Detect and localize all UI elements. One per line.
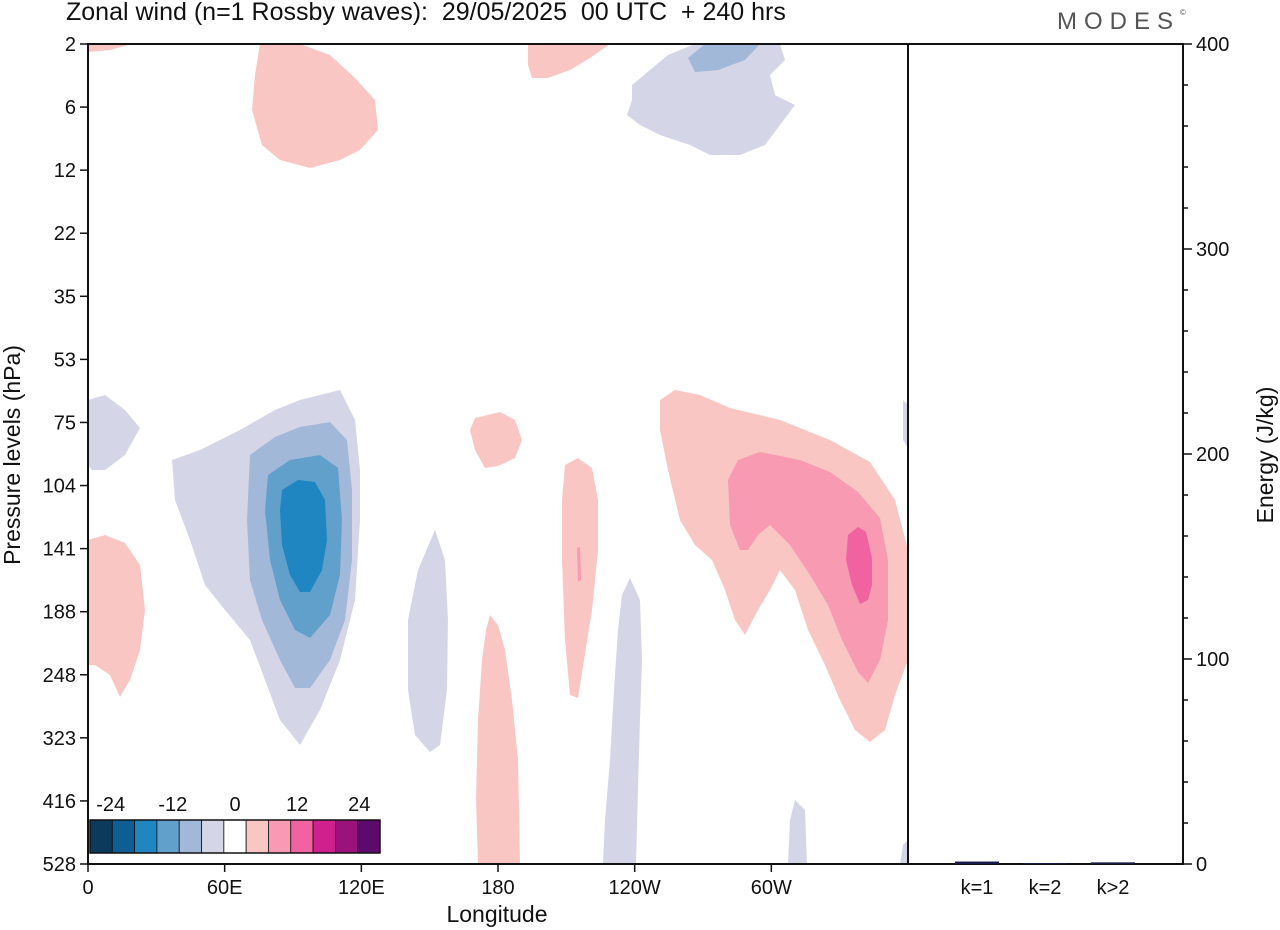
colorbar: -24 -12 0 12 24 [89,794,381,854]
longitude-axis: 0 60E 120E 180 120W 60W [82,864,792,899]
energy-bars [955,861,1135,864]
contour-pos-8-band [577,547,581,582]
energy-category-label: k=2 [1029,877,1062,899]
colorbar-label: 12 [286,794,308,816]
contour-pos-4-band [660,390,908,742]
y-tick-label: 22 [54,223,76,245]
colorbar-swatch [268,819,292,854]
energy-bar [1091,862,1135,864]
contour-neg-20-band [280,480,327,592]
colorbar-swatch [312,819,336,854]
x-tick-label: 120E [338,877,385,899]
colorbar-swatch [134,819,158,854]
y-axis-title: Pressure levels (hPa) [0,345,25,565]
colorbar-swatch [178,819,202,854]
logo-text: MODES [1057,8,1181,35]
y-tick-label: 2 [65,34,76,56]
x-tick-label: 120W [609,877,661,899]
y-tick-label: 188 [43,602,76,624]
energy-bar [955,861,999,864]
x-tick-label: 60W [751,877,792,899]
colorbar-labels: -24 -12 0 12 24 [96,794,370,816]
y-tick-label: 35 [54,286,76,308]
colorbar-border [89,819,381,854]
modes-logo: MODES© [1057,8,1186,36]
heatmap-plot [88,44,908,864]
colorbar-swatch [223,819,247,854]
energy-tick-label: 400 [1196,34,1229,56]
contour-pos-4-band [88,535,145,697]
energy-axis: 0 100 200 300 400 [1183,34,1229,876]
contour-neg-8-band [900,840,908,864]
colorbar-label: -12 [158,794,187,816]
contour-pos-4-band [470,412,522,468]
contour-pos-4-band [88,44,132,52]
colorbar-label: -24 [96,794,125,816]
x-tick-label: 60E [207,877,243,899]
y-tick-label: 104 [43,476,76,498]
energy-category-label: k=1 [961,877,994,899]
contour-pos-4-band [476,615,520,864]
colorbar-swatch [357,819,381,854]
contour-neg-8-band [408,530,448,752]
colorbar-swatch [245,819,269,854]
colorbar-swatches [89,819,381,854]
energy-tick-label: 300 [1196,239,1229,261]
y-tick-label: 75 [54,412,76,434]
energy-categories: k=1 k=2 k>2 [961,877,1130,899]
colorbar-swatch [156,819,180,854]
contour-pos-8-band [728,452,888,683]
contour-neg-8-band [627,44,795,155]
logo-mark: © [1180,8,1186,17]
y-tick-label: 416 [43,791,76,813]
chart-title: Zonal wind (n=1 Rossby waves): 29/05/202… [66,0,786,26]
energy-axis-title: Energy (J/kg) [1252,387,1278,524]
energy-tick-label: 0 [1196,854,1207,876]
y-tick-label: 141 [43,539,76,561]
contour-neg-8-band [88,395,140,470]
colorbar-swatch [201,819,225,854]
colorbar-swatch [290,819,314,854]
energy-panel-frame [907,43,1184,865]
colorbar-label: 24 [348,794,370,816]
energy-bar [1023,863,1067,864]
contour-pos-4-band [528,44,610,78]
contour-neg-12-band [688,44,760,72]
x-tick-label: 180 [481,877,514,899]
y-tick-label: 6 [65,97,76,119]
energy-tick-label: 100 [1196,649,1229,671]
colorbar-swatch [334,819,359,854]
contour-pos-4-band [252,44,378,168]
y-tick-label: 53 [54,349,76,371]
energy-category-label: k>2 [1097,877,1130,899]
y-tick-label: 528 [43,854,76,876]
contour-pos-16-band [846,527,872,604]
y-tick-label: 12 [54,160,76,182]
x-tick-label: 0 [82,877,93,899]
contour-neg-8-band [903,400,908,448]
x-axis-title: Longitude [446,901,547,927]
colorbar-swatch [89,819,113,854]
colorbar-label: 0 [229,794,240,816]
colorbar-swatch [111,819,136,854]
contour-neg-8-band [788,800,807,864]
energy-tick-label: 200 [1196,444,1229,466]
y-tick-label: 248 [43,665,76,687]
y-tick-label: 323 [43,728,76,750]
pressure-axis: 2 6 12 22 35 53 75 104 141 188 248 323 416 528 [43,34,88,876]
contour-neg-8-band [603,578,642,864]
